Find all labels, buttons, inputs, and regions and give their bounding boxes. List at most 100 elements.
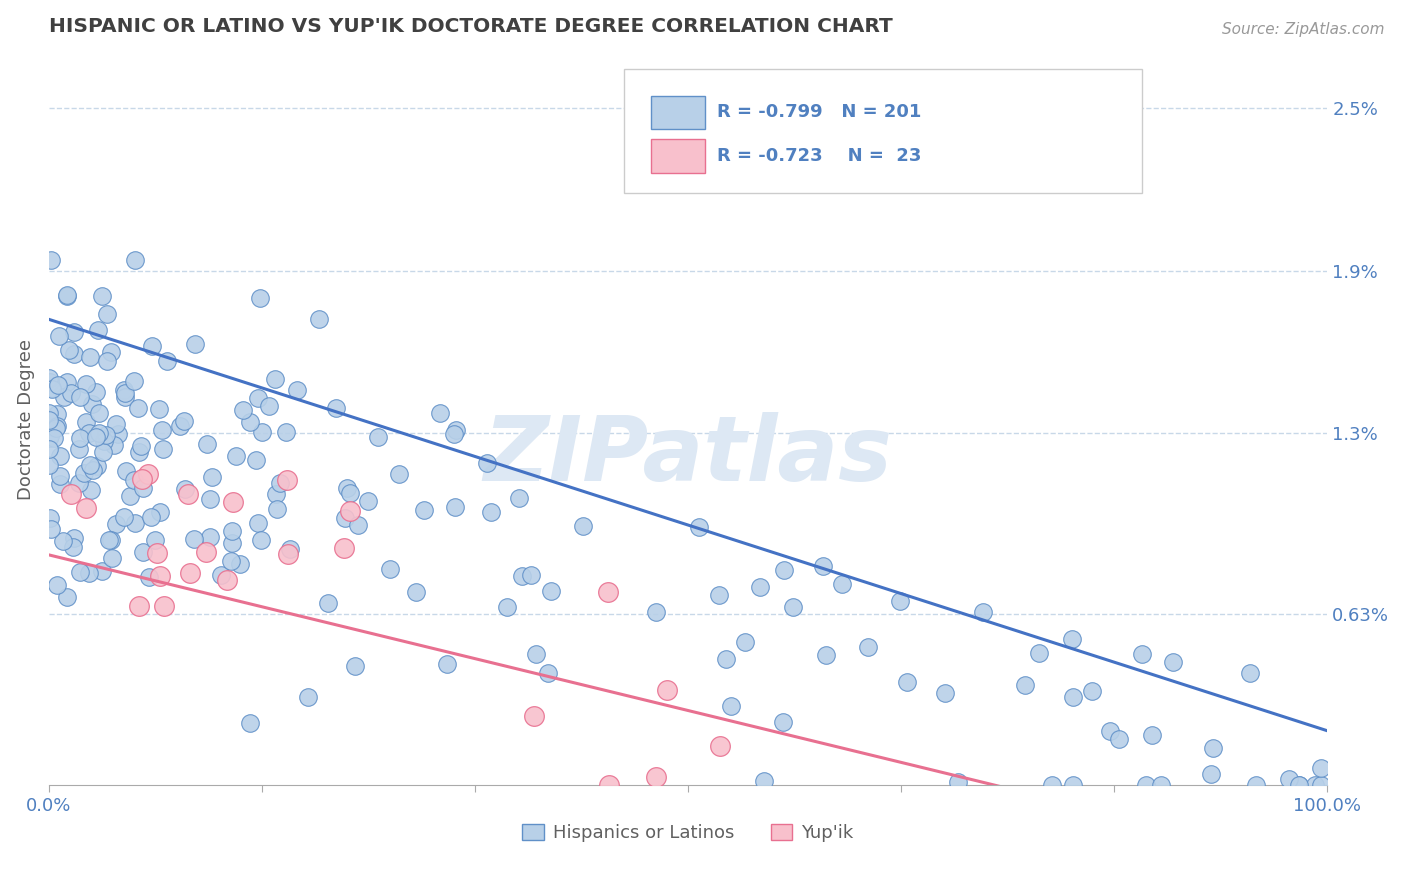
Point <box>772 714 794 729</box>
Point <box>149 505 172 519</box>
Point <box>115 464 138 478</box>
Point <box>297 690 319 705</box>
Point <box>63 531 86 545</box>
Point <box>63 346 86 360</box>
Point <box>524 647 547 661</box>
Point <box>87 406 110 420</box>
Point <box>107 427 129 442</box>
Point <box>232 403 254 417</box>
Point <box>100 533 122 548</box>
Point <box>1244 778 1267 792</box>
Point <box>90 289 112 303</box>
Point <box>195 437 218 451</box>
Point <box>67 476 90 491</box>
Point <box>77 426 100 441</box>
Point <box>436 657 458 671</box>
Point <box>148 401 170 416</box>
Point <box>247 391 270 405</box>
Point <box>1278 772 1301 786</box>
Point <box>1135 778 1157 792</box>
Point <box>49 476 72 491</box>
Point <box>127 401 149 416</box>
Point <box>1140 728 1163 742</box>
Point <box>277 547 299 561</box>
Point <box>62 325 84 339</box>
Point <box>378 562 401 576</box>
Point <box>56 375 79 389</box>
Point <box>343 659 366 673</box>
Point <box>91 444 114 458</box>
Point <box>146 546 169 560</box>
Point <box>1309 760 1331 774</box>
Point <box>46 418 69 433</box>
Text: ZIPatlas: ZIPatlas <box>484 412 893 500</box>
Point <box>508 491 530 505</box>
Point <box>46 578 69 592</box>
Point <box>100 345 122 359</box>
Point <box>48 329 70 343</box>
Point <box>773 563 796 577</box>
Point <box>49 449 72 463</box>
Point <box>1202 740 1225 755</box>
Point <box>266 502 288 516</box>
Point <box>444 423 467 437</box>
Point <box>38 375 60 389</box>
Point <box>38 458 60 472</box>
Point <box>1062 778 1084 792</box>
Point <box>520 567 543 582</box>
Point <box>39 522 62 536</box>
Point <box>657 682 679 697</box>
Point <box>1062 690 1084 704</box>
Point <box>39 252 62 267</box>
Point <box>357 494 380 508</box>
Point <box>540 583 562 598</box>
FancyBboxPatch shape <box>624 69 1142 193</box>
Point <box>1288 778 1310 792</box>
Point <box>77 566 100 580</box>
Point <box>55 289 77 303</box>
Point <box>405 584 427 599</box>
Point <box>59 487 82 501</box>
Point <box>221 524 243 538</box>
Point <box>173 482 195 496</box>
Point <box>734 635 756 649</box>
Point <box>266 487 288 501</box>
Point <box>112 384 135 398</box>
Point <box>346 518 368 533</box>
Point <box>86 458 108 473</box>
Text: HISPANIC OR LATINO VS YUP'IK DOCTORATE DEGREE CORRELATION CHART: HISPANIC OR LATINO VS YUP'IK DOCTORATE D… <box>49 17 893 36</box>
Point <box>1098 724 1121 739</box>
Point <box>479 505 502 519</box>
Point <box>688 520 710 534</box>
Point <box>75 501 97 516</box>
Point <box>523 709 546 723</box>
Point <box>139 510 162 524</box>
Point <box>38 431 60 445</box>
Point <box>896 675 918 690</box>
Point <box>811 559 834 574</box>
Point <box>105 417 128 431</box>
Point <box>169 419 191 434</box>
Point <box>709 739 731 753</box>
Point <box>96 428 118 442</box>
Point <box>278 542 301 557</box>
Point <box>98 533 121 547</box>
Point <box>1062 632 1084 646</box>
Point <box>814 648 837 662</box>
Point <box>69 431 91 445</box>
Point <box>198 530 221 544</box>
Point <box>38 406 60 420</box>
Point <box>56 590 79 604</box>
Point <box>934 686 956 700</box>
Point <box>45 421 67 435</box>
Point <box>720 699 742 714</box>
Point <box>132 481 155 495</box>
Point <box>45 407 67 421</box>
Point <box>496 600 519 615</box>
Point <box>183 337 205 351</box>
Point <box>1014 678 1036 692</box>
Point <box>38 442 60 457</box>
Point <box>87 426 110 441</box>
Point <box>645 770 668 784</box>
Point <box>1303 778 1326 792</box>
